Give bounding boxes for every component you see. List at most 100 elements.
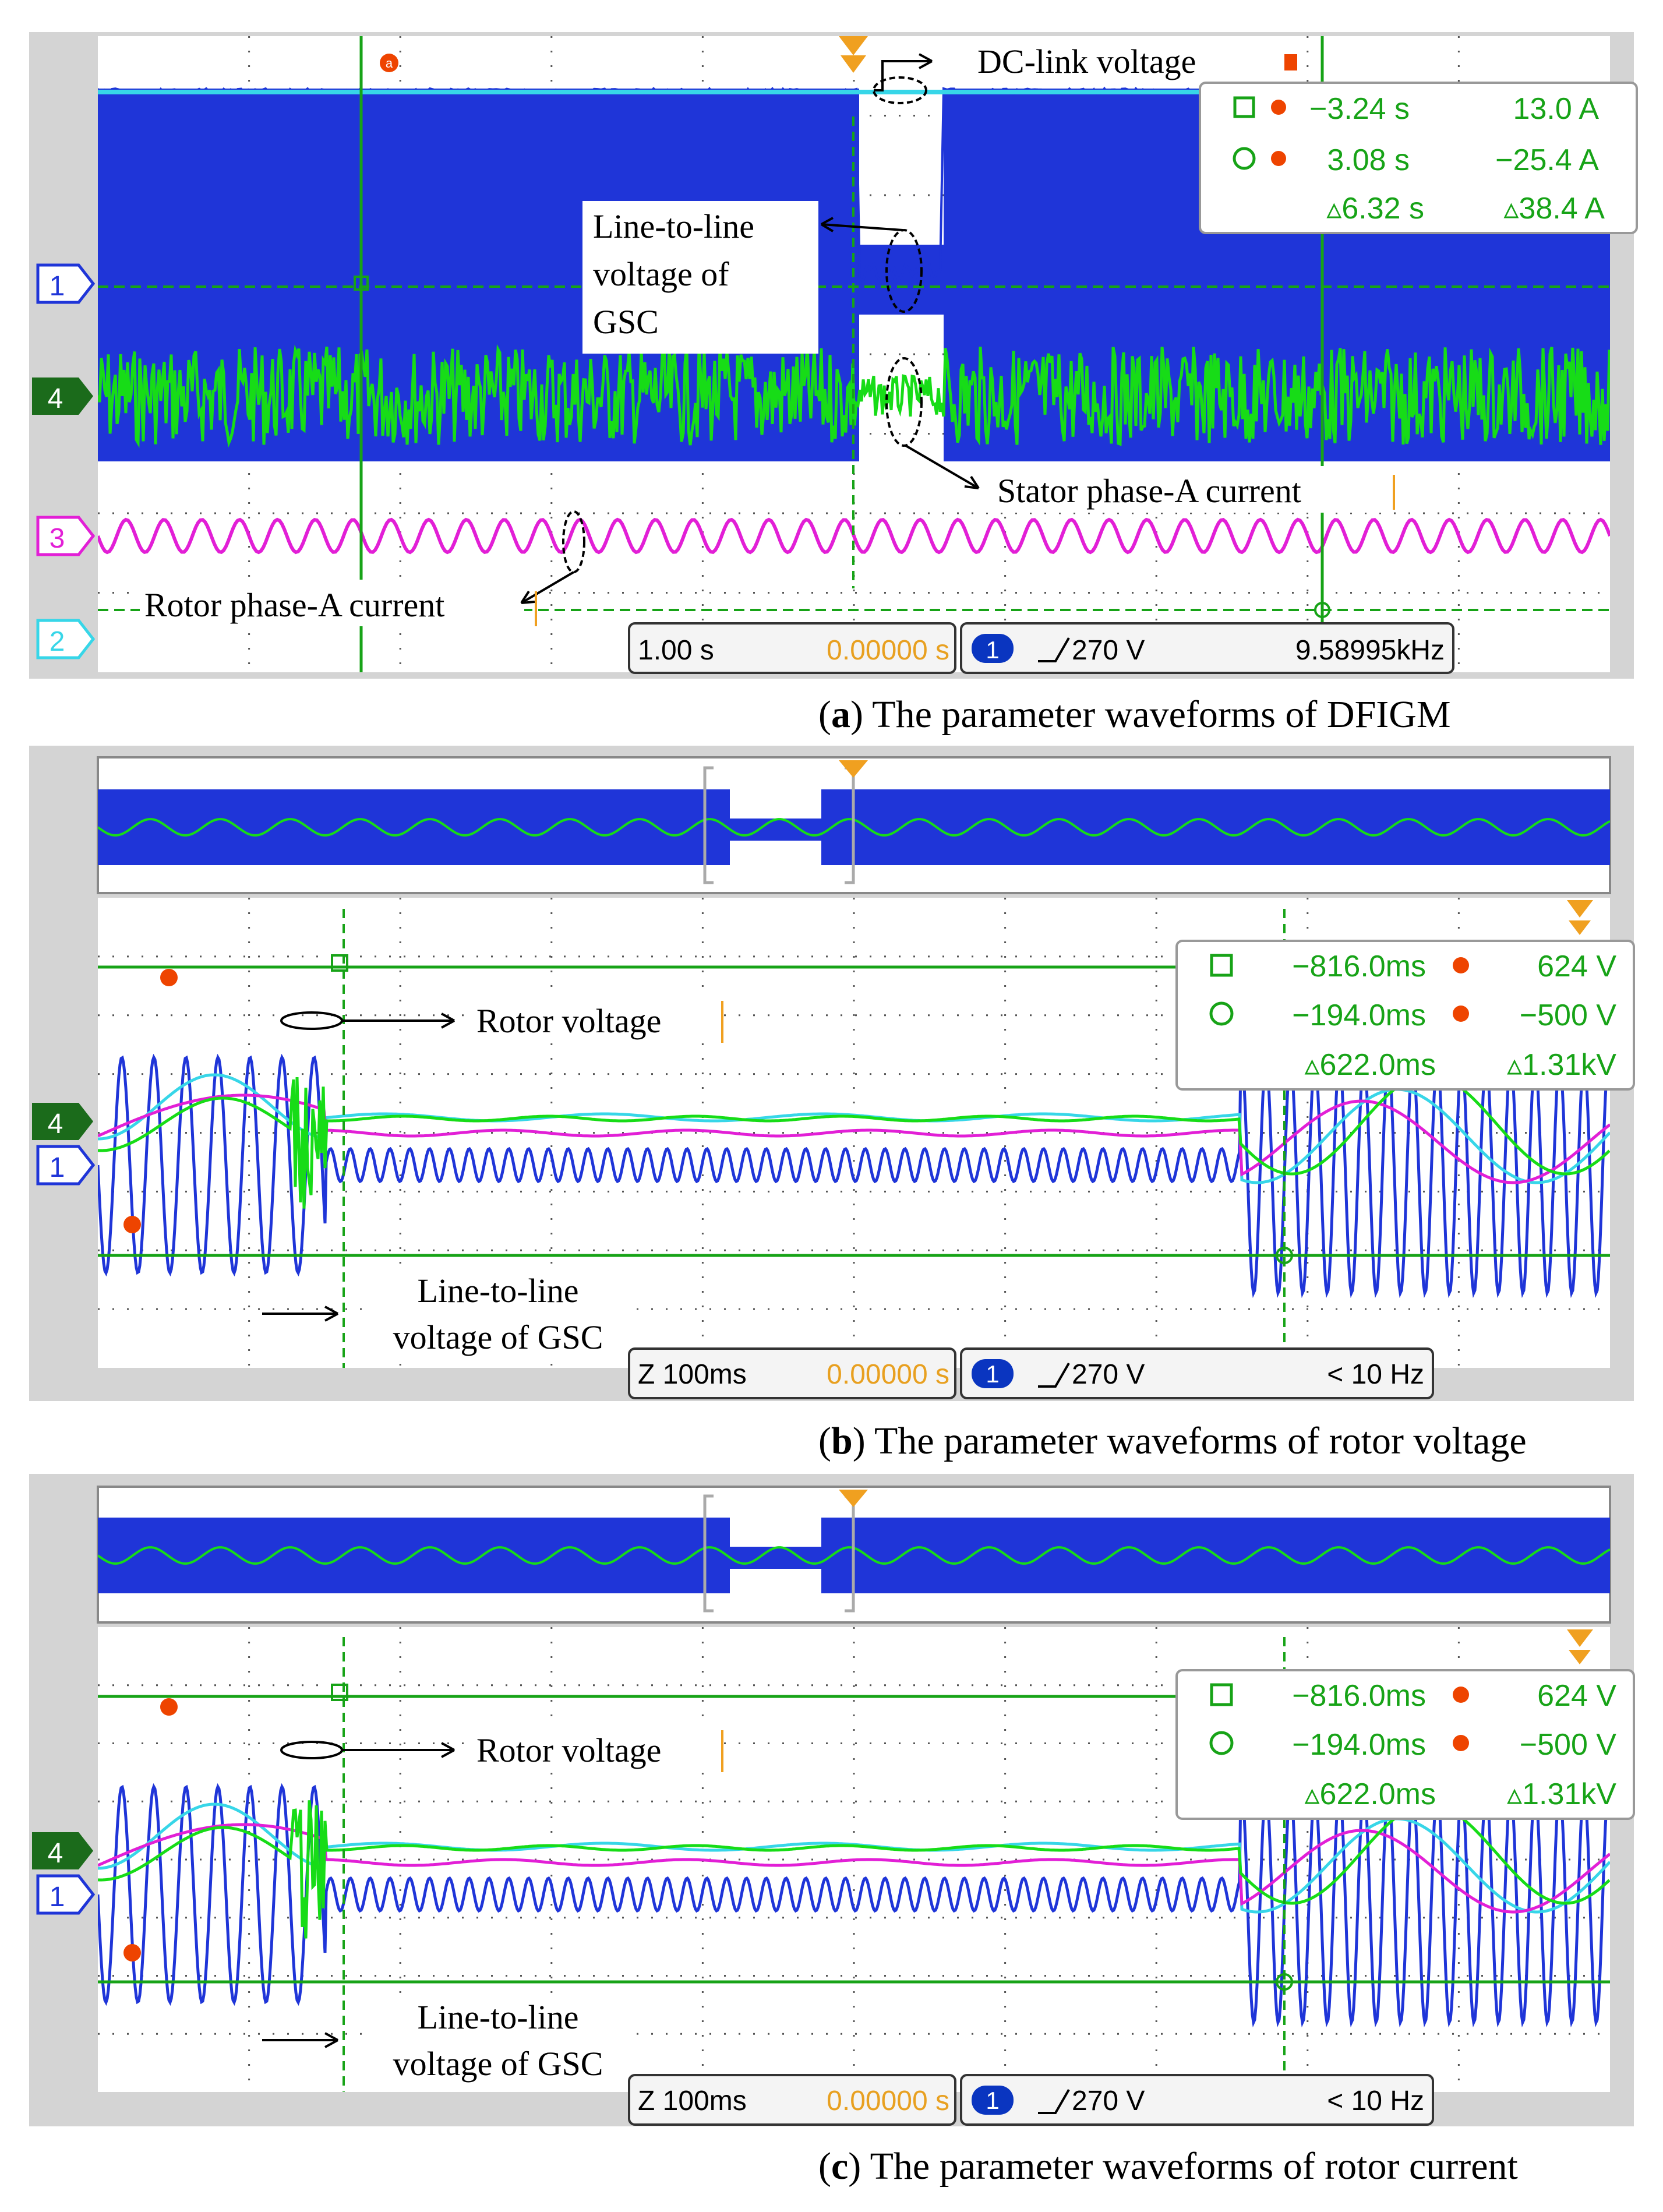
caption-text: ) The parameter waveforms of rotor curre… — [848, 2145, 1518, 2188]
readout-time-b: −194.0ms — [1292, 1728, 1426, 1762]
delay-value: 0.00000 s — [827, 1359, 949, 1390]
annotation-line-to-line: Line-to-line — [417, 1998, 578, 2036]
overview-ch1-gap — [730, 1547, 821, 1569]
caption-b: b) The parameter waveforms of rotor volt… — [831, 1420, 1527, 1462]
trigger-position-marker — [839, 36, 868, 73]
readout-value-b: −500 V — [1520, 1728, 1617, 1762]
readout-time-a: −3.24 s — [1309, 92, 1410, 126]
trigger-icon — [839, 36, 868, 55]
channel-labels: 4 1 — [32, 1103, 96, 1186]
ch4-rotor-voltage-trace — [98, 1800, 1610, 1939]
trigger-channel: 1 — [986, 2087, 999, 2114]
caption-letter: a — [831, 693, 850, 736]
arrowhead-rotor-voltage — [441, 1012, 455, 1029]
arrow-stator — [905, 444, 980, 489]
annotation-voltage-of-gsc: voltage of GSC — [393, 1318, 603, 1356]
ch1-label: 1 — [50, 271, 65, 302]
rising-edge-icon — [1038, 2089, 1070, 2114]
readout-value-delta: ▵1.31kV — [1507, 1048, 1616, 1082]
caption-text: ) The parameter waveforms of rotor volta… — [853, 1420, 1527, 1462]
trigger-frequency: < 10 Hz — [1327, 2086, 1424, 2116]
readout-value-a: 624 V — [1537, 1679, 1616, 1713]
timebase-value: 1.00 s — [638, 635, 714, 666]
cursor-b-label — [1284, 54, 1297, 70]
readout-value-delta: ▵1.31kV — [1507, 1777, 1616, 1811]
arrowhead-rotor-voltage — [441, 1742, 455, 1758]
caption-letter: b — [831, 1420, 853, 1462]
cursor-a-label: a — [380, 54, 398, 72]
caption-text: ) The parameter waveforms of DFIGM — [850, 693, 1451, 736]
readout-time-delta: ▵622.0ms — [1304, 1777, 1436, 1811]
caption-c: c) The parameter waveforms of rotor curr… — [831, 2145, 1518, 2188]
trigger-frequency: < 10 Hz — [1327, 1359, 1424, 1390]
waveforms — [98, 1637, 1610, 2092]
trigger-channel: 1 — [986, 1360, 999, 1388]
ch4-label-tag — [32, 1832, 93, 1869]
annotation-box-rotor-voltage — [472, 1728, 722, 1769]
cursor-b-circle-marker — [1276, 1973, 1293, 1991]
circle-cursor-icon — [1209, 1001, 1234, 1026]
readout-time-delta: ▵622.0ms — [1304, 1048, 1436, 1082]
readout-time-b: 3.08 s — [1327, 143, 1410, 177]
readout-time-a: −816.0ms — [1292, 950, 1426, 983]
annotation-voltage-of: voltage of — [593, 255, 729, 293]
delay-value: 0.00000 s — [827, 635, 949, 666]
trigger-box — [960, 622, 1454, 674]
cursor-b-circle-marker — [1314, 602, 1330, 618]
ellipse-gsc — [885, 229, 923, 313]
caption-a: a) The parameter waveforms of DFIGM — [831, 693, 1451, 736]
status-bar: 1.00 s 0.00000 s 1 270 V 9.58995kHz — [628, 622, 1454, 674]
overview-waveforms — [98, 766, 1610, 884]
ch1-label-tag — [36, 263, 96, 304]
ch1-line-voltage-trace — [98, 1783, 1610, 2028]
ch1-label-tag — [36, 1874, 96, 1915]
ch1-label-tag — [36, 1145, 96, 1186]
ch3-label: 3 — [50, 523, 65, 554]
ch4-label: 4 — [48, 1109, 63, 1139]
timebase-box — [628, 622, 956, 674]
cursor-a-square-marker — [354, 276, 369, 291]
annotation-rotor-voltage: Rotor voltage — [476, 1002, 661, 1040]
arrowhead-rotor-current — [520, 590, 535, 604]
annotation-box-rotor-voltage — [472, 999, 722, 1040]
square-cursor-icon — [1210, 1683, 1233, 1706]
ch1-line-voltage-trace — [98, 1053, 1610, 1299]
trigger-icon — [839, 1490, 868, 1507]
ch1-label: 1 — [50, 1152, 65, 1183]
cursor-readout-panel: −816.0ms 624 V −194.0ms −500 V ▵622.0ms … — [1175, 940, 1635, 1091]
cursor-a-icon — [160, 1698, 178, 1716]
channel-labels: 1 4 3 2 — [32, 263, 96, 659]
annotation-line-to-line: Line-to-line — [417, 1272, 578, 1310]
trigger-level: 270 V — [1072, 1359, 1145, 1390]
readout-value-a: 13.0 A — [1513, 92, 1600, 126]
ch4-label-tag — [32, 1103, 93, 1140]
arrowhead-stator — [964, 475, 980, 489]
arrowhead-gsc — [324, 1306, 338, 1322]
square-cursor-icon — [1210, 954, 1233, 977]
trigger-channel-badge — [972, 1359, 1014, 1388]
cursor-a-icon — [1453, 957, 1469, 973]
trigger-icon — [839, 760, 868, 778]
trigger-icon — [841, 55, 866, 73]
annotation-box-gsc — [367, 1269, 629, 1362]
caption-open-paren: ( — [818, 693, 831, 736]
ch3-trace — [98, 1823, 1610, 1914]
readout-time-b: −194.0ms — [1292, 999, 1426, 1032]
cursor-b-icon — [1284, 54, 1297, 70]
waveforms — [98, 909, 1610, 1368]
trigger-icon — [1569, 1650, 1591, 1664]
annotation-rotor-phase-a-current: Rotor phase-A current — [144, 586, 444, 624]
annotation-line-to-line: Line-to-line — [593, 207, 754, 245]
arrow-rotor-current — [520, 571, 575, 604]
timebase-value: Z 100ms — [638, 1359, 747, 1390]
arrowhead-gsc — [324, 2032, 338, 2048]
readout-time-a: −816.0ms — [1292, 1679, 1426, 1713]
timebase-value: Z 100ms — [638, 2086, 747, 2116]
cursor-b-icon — [123, 1944, 141, 1961]
cursor-b-circle-marker — [1276, 1247, 1293, 1264]
annotation-box-rotor-current — [140, 580, 524, 626]
ch2-label: 2 — [50, 626, 65, 657]
caption-letter: c — [831, 2145, 848, 2188]
trigger-icon — [1567, 900, 1593, 918]
